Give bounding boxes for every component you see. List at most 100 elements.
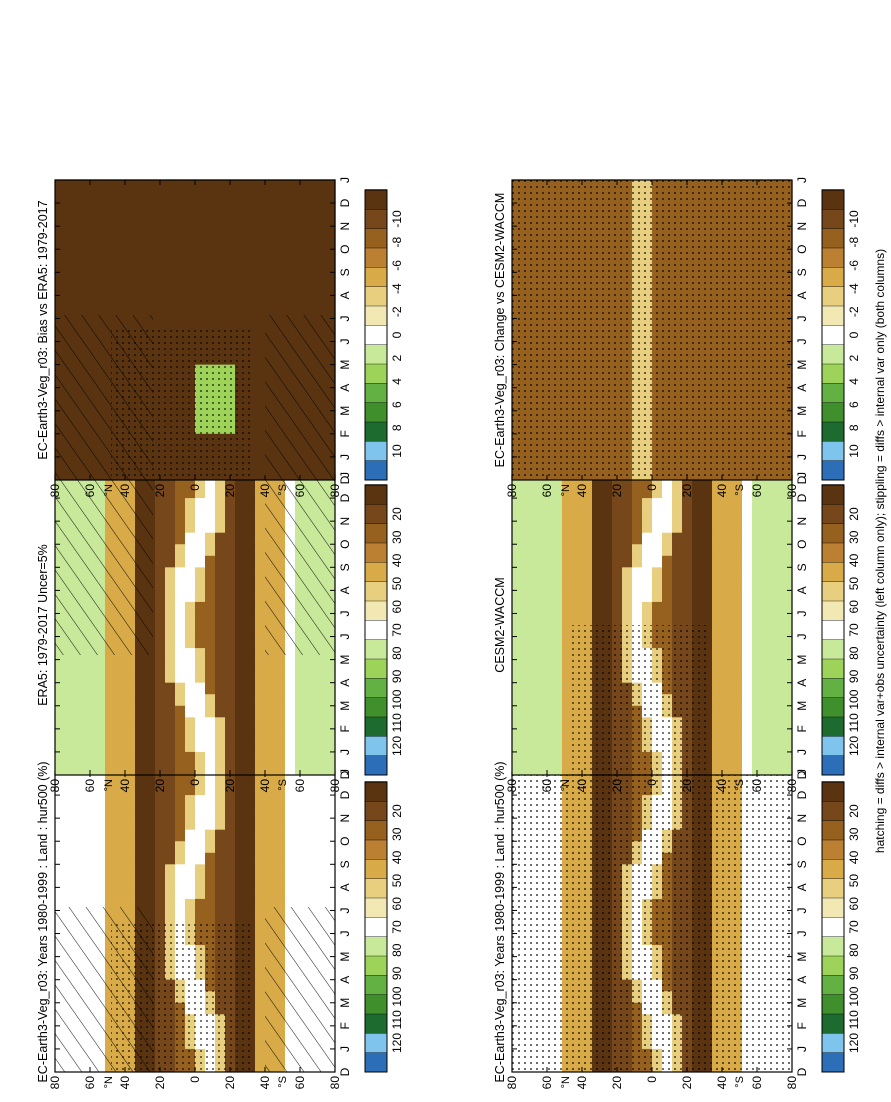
field-cell (145, 806, 156, 819)
field-cell (742, 762, 753, 775)
field-cell (185, 294, 196, 307)
field-cell (245, 909, 256, 922)
field-cell (115, 829, 126, 842)
colorbar-frame (821, 189, 845, 481)
colorbar-swatch (821, 638, 845, 660)
y-north-label: °N (560, 779, 572, 791)
field-cell (85, 716, 96, 729)
field-cell (315, 762, 326, 775)
field-cell (125, 886, 136, 899)
field-cell (245, 817, 256, 830)
field-cell (622, 578, 633, 591)
x-tick-label: J (795, 931, 809, 937)
field-cell (315, 190, 326, 204)
field-cell (225, 317, 236, 330)
field-cell (642, 497, 653, 510)
field-cell (602, 578, 613, 591)
field-cell (225, 728, 236, 741)
field-cell (592, 555, 603, 568)
field-cell (195, 840, 206, 853)
colorbar-swatch (364, 819, 388, 841)
field-cell (722, 509, 733, 522)
field-cell (542, 682, 553, 695)
hatch-overlay (55, 475, 153, 655)
field-cell (642, 543, 653, 556)
field-cell (105, 659, 116, 672)
y-north-label: °N (560, 484, 572, 496)
y-tick-label: 80 (505, 1076, 519, 1090)
field-cell (305, 875, 316, 888)
field-cell (245, 225, 256, 238)
field-cell (265, 875, 276, 888)
field-cell (165, 485, 176, 499)
field-cell (105, 739, 116, 752)
colorbar-tick-label: 60 (390, 600, 404, 614)
field-cell (275, 728, 286, 741)
field-cell (75, 225, 86, 238)
field-cell (215, 283, 226, 296)
field-cell (632, 566, 643, 579)
field-cell (532, 578, 543, 591)
field-cell (305, 682, 316, 695)
field-cell (305, 670, 316, 683)
field-cell (165, 624, 176, 637)
field-cell (315, 670, 326, 683)
colorbar-tick-label: 6 (847, 401, 861, 408)
field-cell (235, 659, 246, 672)
colorbar-tick-label: 20 (847, 507, 861, 521)
field-cell (135, 782, 146, 796)
field-cell (195, 294, 206, 307)
field-cell (145, 190, 156, 204)
field-cell (732, 624, 743, 637)
field-cell (712, 728, 723, 741)
field-cell (742, 716, 753, 729)
field-cell (772, 589, 783, 602)
field-cell (205, 497, 216, 510)
field-cell (662, 543, 673, 556)
field-cell (742, 485, 753, 499)
field-cell (205, 485, 216, 499)
field-cell (522, 670, 533, 683)
field-cell (285, 693, 296, 706)
field-cell (512, 532, 523, 545)
x-tick-label: D (338, 770, 352, 779)
field-cell (562, 612, 573, 625)
colorbar-swatch (821, 916, 845, 937)
colorbar-tick-label: -10 (847, 210, 861, 228)
field-cell (175, 237, 186, 250)
colorbar-swatch (364, 503, 388, 524)
field-cell (275, 271, 286, 284)
field-cell (732, 635, 743, 649)
y-tick-label: 40 (715, 484, 729, 498)
y-tick-label: 80 (328, 1076, 342, 1090)
field-cell (275, 283, 286, 296)
field-cell (185, 543, 196, 556)
field-cell (105, 705, 116, 718)
colorbar-swatch (364, 401, 388, 423)
field-cell (115, 179, 126, 192)
x-tick-label: M (795, 952, 809, 962)
field-cell (692, 485, 703, 499)
field-cell (145, 852, 156, 865)
field-cell (762, 485, 773, 499)
field-cell (552, 716, 563, 729)
field-cell (762, 670, 773, 683)
field-cell (295, 214, 306, 227)
field-cell (135, 794, 146, 807)
field-cell (125, 863, 136, 876)
field-cell (572, 532, 583, 545)
field-cell (305, 751, 316, 764)
colorbar-tick-label: 120 (390, 1033, 404, 1053)
field-cell (195, 886, 206, 899)
field-cell (255, 875, 266, 888)
field-cell (662, 532, 673, 545)
field-cell (225, 555, 236, 568)
x-tick-label: F (338, 725, 352, 732)
field-cell (245, 485, 256, 499)
field-cell (125, 829, 136, 842)
field-cell (155, 179, 166, 192)
field-cell (205, 532, 216, 545)
colorbar-tick-label: -2 (390, 306, 404, 317)
y-south-label: °S (734, 1076, 746, 1088)
field-cell (542, 601, 553, 614)
